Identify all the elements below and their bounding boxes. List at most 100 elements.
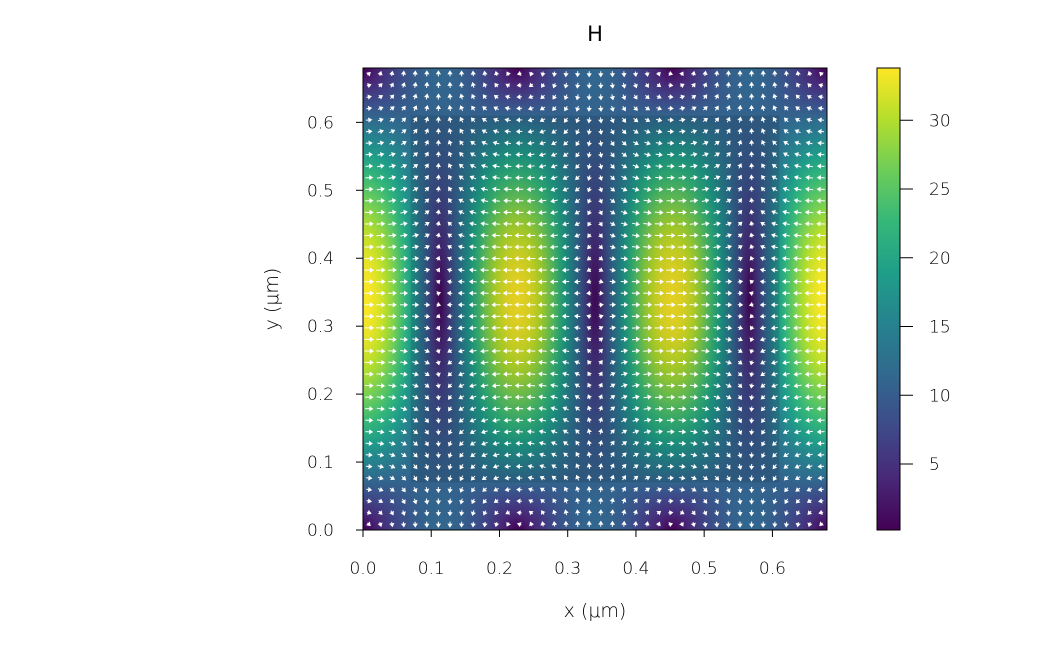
- quiver-arrow: [480, 198, 489, 204]
- quiver-arrow: [689, 290, 699, 296]
- quiver-arrow-shape: [701, 313, 710, 319]
- quiver-arrow: [459, 81, 465, 88]
- quiver-arrow: [527, 105, 534, 111]
- quiver-arrow: [458, 417, 465, 423]
- quiver-arrow: [491, 325, 501, 331]
- quiver-arrow: [817, 486, 824, 493]
- quiver-arrow-shape: [737, 429, 743, 435]
- quiver-arrow: [575, 486, 581, 493]
- quiver-arrow: [782, 221, 790, 227]
- quiver-arrow-shape: [481, 129, 488, 134]
- quiver-arrow: [726, 140, 731, 146]
- quiver-arrow-shape: [538, 186, 547, 192]
- quiver-arrow: [493, 475, 499, 481]
- quiver-arrow-shape: [561, 290, 570, 296]
- quiver-arrow: [458, 394, 465, 400]
- quiver-arrow: [677, 359, 688, 366]
- quiver-arrow-shape: [691, 94, 697, 100]
- quiver-arrow: [714, 487, 719, 493]
- quiver-arrow: [364, 371, 374, 377]
- quiver-arrow: [575, 82, 581, 89]
- quiver-arrow: [749, 186, 755, 192]
- quiver-arrow: [701, 221, 710, 227]
- quiver-arrow-shape: [633, 498, 638, 504]
- quiver-arrow: [586, 152, 592, 158]
- quiver-arrow: [771, 175, 778, 181]
- quiver-arrow: [552, 487, 557, 492]
- quiver-arrow-shape: [644, 117, 651, 123]
- quiver-arrow: [749, 313, 755, 319]
- quiver-arrow-shape: [586, 163, 592, 170]
- quiver-arrow: [749, 440, 755, 447]
- quiver-arrow-shape: [713, 186, 721, 192]
- quiver-arrow: [526, 382, 536, 389]
- quiver-arrow-shape: [586, 117, 592, 124]
- quiver-arrow-shape: [737, 209, 743, 215]
- quiver-arrow-shape: [598, 128, 604, 135]
- quiver-arrow-shape: [561, 256, 570, 262]
- quiver-arrow-shape: [480, 244, 489, 250]
- quiver-arrow-shape: [621, 406, 628, 412]
- quiver-arrow-shape: [471, 498, 476, 505]
- quiver-arrow: [388, 313, 397, 319]
- quiver-arrow-shape: [446, 290, 453, 296]
- quiver-arrow-shape: [537, 313, 547, 319]
- quiver-arrow-shape: [412, 417, 419, 423]
- quiver-arrow-shape: [781, 290, 790, 296]
- quiver-arrow-shape: [527, 128, 535, 135]
- quiver-arrow-shape: [737, 93, 743, 100]
- quiver-arrow: [643, 256, 653, 262]
- quiver-arrow-shape: [654, 336, 664, 342]
- quiver-arrow: [480, 359, 489, 366]
- quiver-arrow-shape: [447, 221, 453, 227]
- quiver-arrow: [526, 348, 536, 354]
- quiver-arrow: [667, 140, 675, 146]
- quiver-arrow-shape: [701, 348, 710, 354]
- quiver-arrow: [610, 417, 615, 423]
- quiver-arrow-shape: [526, 232, 536, 239]
- quiver-arrow: [575, 463, 581, 470]
- quiver-arrow-shape: [632, 441, 640, 446]
- quiver-arrow: [806, 106, 813, 112]
- quiver-arrow: [771, 198, 778, 204]
- quiver-arrow-shape: [610, 406, 616, 412]
- quiver-arrow-shape: [793, 232, 802, 239]
- quiver-arrow: [760, 93, 766, 100]
- quiver-arrow: [620, 290, 629, 296]
- quiver-arrow-shape: [759, 336, 766, 342]
- quiver-arrow: [435, 463, 441, 470]
- quiver-arrow: [388, 175, 397, 181]
- quiver-arrow: [714, 521, 720, 528]
- quiver-arrow: [598, 255, 604, 261]
- quiver-arrow: [562, 244, 570, 250]
- quiver-arrow-shape: [424, 256, 431, 262]
- quiver-arrow-shape: [667, 463, 675, 470]
- quiver-arrow-shape: [795, 94, 801, 100]
- quiver-arrow-shape: [504, 498, 511, 504]
- quiver-arrow: [782, 359, 790, 366]
- quiver-arrow: [447, 174, 453, 181]
- quiver-arrow-shape: [412, 510, 418, 517]
- quiver-arrow-shape: [469, 198, 477, 204]
- quiver-arrow: [678, 440, 687, 447]
- quiver-arrow-shape: [782, 394, 790, 400]
- quiver-arrow-shape: [817, 486, 824, 493]
- quiver-arrow: [575, 128, 581, 135]
- quiver-arrow: [502, 313, 513, 319]
- quiver-arrow-shape: [737, 371, 743, 377]
- quiver-arrow-shape: [666, 221, 676, 227]
- quiver-arrow: [690, 70, 696, 76]
- quiver-arrow-shape: [446, 313, 453, 319]
- quiver-arrow: [388, 186, 397, 192]
- quiver-arrow: [655, 429, 663, 435]
- quiver-arrow-shape: [424, 302, 431, 308]
- quiver-arrow-shape: [515, 417, 524, 423]
- quiver-arrow: [538, 406, 547, 412]
- y-tick-label: 0.1: [307, 453, 334, 473]
- quiver-arrow: [412, 464, 418, 470]
- quiver-arrow-shape: [551, 521, 558, 527]
- quiver-arrow: [737, 406, 742, 412]
- quiver-arrow-shape: [458, 383, 465, 388]
- quiver-arrow: [447, 163, 453, 169]
- quiver-arrow-shape: [598, 371, 603, 377]
